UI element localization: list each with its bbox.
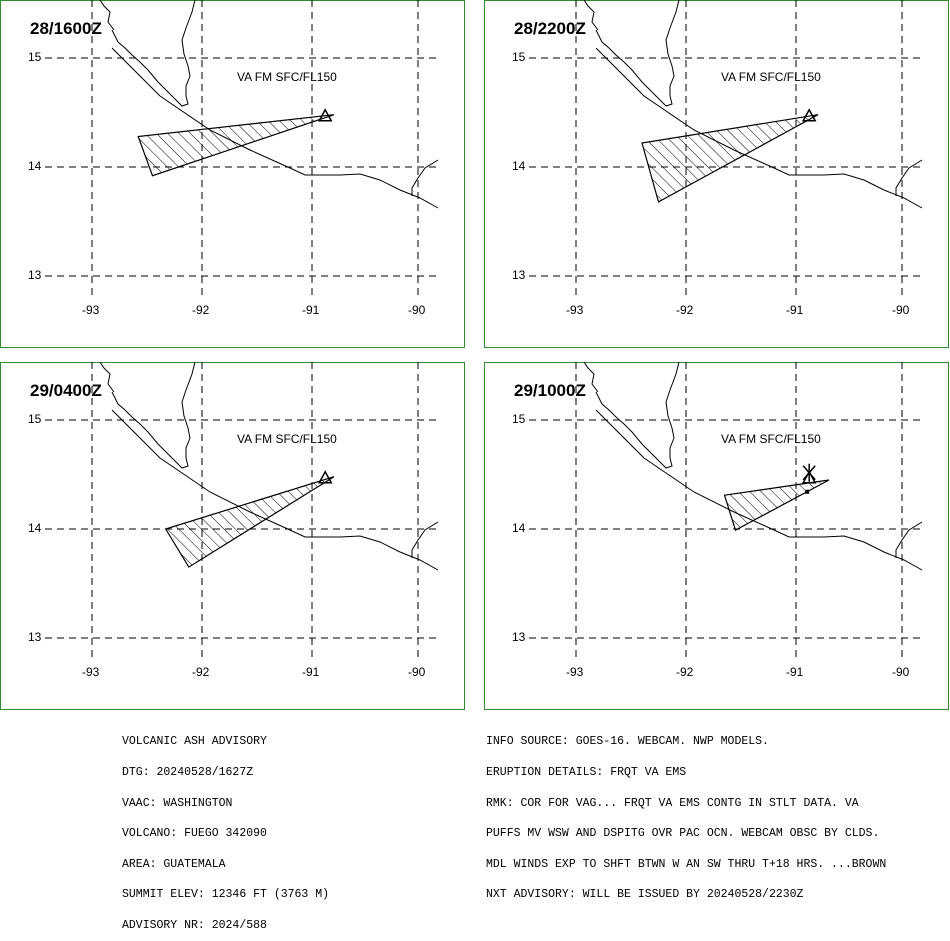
eruption-symbol xyxy=(802,463,816,482)
coastline xyxy=(99,0,115,31)
coastline xyxy=(583,0,599,31)
longitude-tick-label: -93 xyxy=(82,665,100,679)
panel-frame xyxy=(0,0,465,348)
volcano-marker xyxy=(801,108,817,122)
advisory-line: VOLCANIC ASH ADVISORY xyxy=(122,735,267,749)
panel-frame xyxy=(484,0,949,348)
latitude-tick-label: 13 xyxy=(512,268,526,282)
panel-flight-level-label: VA FM SFC/FL150 xyxy=(237,432,337,446)
advisory-line: MDL WINDS EXP TO SHFT BTWN W AN SW THRU … xyxy=(486,857,887,871)
ash-cloud-polygon xyxy=(641,114,819,203)
advisory-line: ERUPTION DETAILS: FRQT VA EMS xyxy=(486,766,687,780)
longitude-tick-label: -90 xyxy=(408,665,426,679)
coastline xyxy=(111,409,439,571)
map-canvas xyxy=(484,362,949,710)
panel-valid-time: 29/1000Z xyxy=(514,381,586,400)
coastline xyxy=(595,362,680,469)
longitude-tick-label: -91 xyxy=(302,665,320,679)
latitude-tick-label: 15 xyxy=(512,50,526,64)
latitude-tick-label: 13 xyxy=(28,268,42,282)
ash-cloud-polygon xyxy=(137,114,335,177)
coastline xyxy=(111,0,196,107)
panel-flight-level-label: VA FM SFC/FL150 xyxy=(721,70,821,84)
panel-flight-level-label: VA FM SFC/FL150 xyxy=(721,432,821,446)
panel-flight-level-label: VA FM SFC/FL150 xyxy=(237,70,337,84)
advisory-line: DTG: 20240528/1627Z xyxy=(122,766,254,780)
coastline xyxy=(595,0,680,107)
coastline xyxy=(99,362,115,393)
advisory-line: AREA: GUATEMALA xyxy=(122,857,226,871)
latitude-tick-label: 14 xyxy=(512,159,526,173)
latitude-tick-label: 14 xyxy=(28,159,42,173)
coastline xyxy=(895,159,923,196)
coastline xyxy=(111,362,196,469)
advisory-line: PUFFS MV WSW AND DSPITG OVR PAC OCN. WEB… xyxy=(486,827,880,841)
advisory-line: RMK: COR FOR VAG... FRQT VA EMS CONTG IN… xyxy=(486,796,859,810)
map-panel: 28/1600Z VA FM SFC/FL150 15 14 13 -93 -92 -91 -9… xyxy=(0,0,465,348)
advisory-line: SUMMIT ELEV: 12346 FT (3763 M) xyxy=(122,888,330,902)
map-canvas xyxy=(0,0,465,348)
volcano-marker xyxy=(317,108,333,122)
longitude-tick-label: -91 xyxy=(302,303,320,317)
advisory-line: INFO SOURCE: GOES-16. WEBCAM. NWP MODELS… xyxy=(486,735,769,749)
longitude-tick-label: -93 xyxy=(82,303,100,317)
longitude-tick-label: -92 xyxy=(192,665,210,679)
longitude-tick-label: -93 xyxy=(566,665,584,679)
map-panel: 29/1000Z VA FM SFC/FL150 15 14 13 -93 -92 -91 -9… xyxy=(484,362,949,710)
latitude-tick-label: 15 xyxy=(28,412,42,426)
latitude-tick-label: 14 xyxy=(512,521,526,535)
longitude-tick-label: -92 xyxy=(676,303,694,317)
advisory-right-text: INFO SOURCE: GOES-16. WEBCAM. NWP MODELS… xyxy=(486,717,886,911)
longitude-tick-label: -93 xyxy=(566,303,584,317)
coastline xyxy=(411,521,439,558)
advisory-line: ADVISORY NR: 2024/588 xyxy=(122,919,267,933)
latitude-tick-label: 13 xyxy=(28,630,42,644)
panel-valid-time: 28/2200Z xyxy=(514,19,586,38)
latitude-tick-label: 14 xyxy=(28,521,42,535)
ash-cloud-polygon xyxy=(164,476,335,568)
advisory-line: VOLCANO: FUEGO 342090 xyxy=(122,827,267,841)
advisory-line: VAAC: WASHINGTON xyxy=(122,796,233,810)
latitude-tick-label: 13 xyxy=(512,630,526,644)
map-panel: 28/2200Z VA FM SFC/FL150 15 14 13 -93 -92 -91 -9… xyxy=(484,0,949,348)
map-canvas xyxy=(484,0,949,348)
longitude-tick-label: -90 xyxy=(892,665,910,679)
longitude-tick-label: -91 xyxy=(786,665,804,679)
coastline xyxy=(111,47,439,209)
latitude-tick-label: 15 xyxy=(28,50,42,64)
panel-valid-time: 29/0400Z xyxy=(30,381,102,400)
coastline xyxy=(895,521,923,558)
longitude-tick-label: -90 xyxy=(892,303,910,317)
latitude-tick-label: 15 xyxy=(512,412,526,426)
longitude-tick-label: -92 xyxy=(676,665,694,679)
coastline xyxy=(595,47,923,209)
vent-dot xyxy=(805,489,810,494)
map-canvas xyxy=(0,362,465,710)
panel-valid-time: 28/1600Z xyxy=(30,19,102,38)
coastline xyxy=(583,362,599,393)
volcano-marker xyxy=(317,470,333,484)
ash-cloud-polygon xyxy=(723,479,830,531)
longitude-tick-label: -91 xyxy=(786,303,804,317)
map-panel: 29/0400Z VA FM SFC/FL150 15 14 13 -93 -92 -91 -9… xyxy=(0,362,465,710)
advisory-line: NXT ADVISORY: WILL BE ISSUED BY 20240528… xyxy=(486,888,804,902)
longitude-tick-label: -92 xyxy=(192,303,210,317)
longitude-tick-label: -90 xyxy=(408,303,426,317)
panel-frame xyxy=(484,362,949,710)
coastline xyxy=(411,159,439,196)
coastline xyxy=(595,409,923,571)
advisory-left-text: VOLCANIC ASH ADVISORY DTG: 20240528/1627… xyxy=(122,717,329,941)
